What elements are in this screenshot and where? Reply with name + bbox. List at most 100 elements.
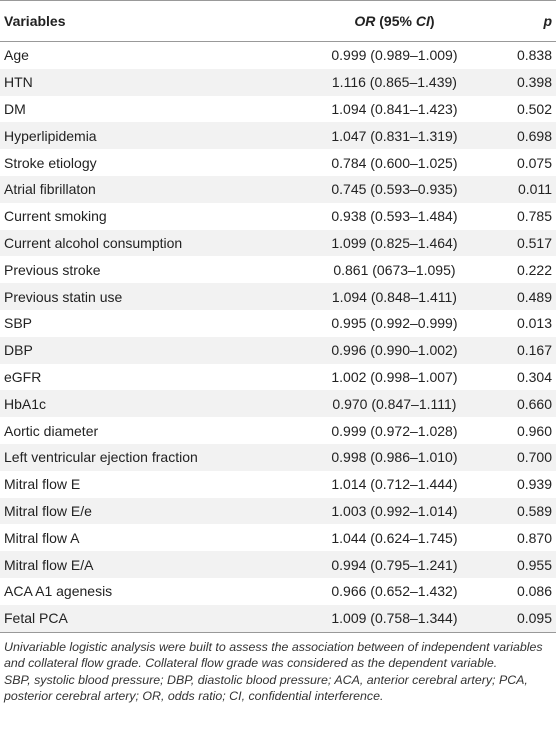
header-cell: Variables (0, 0, 297, 42)
table-cell: 0.998 (0.986–1.010) (296, 443, 493, 471)
table-row: HTN 1.116 (0.865–1.439) 0.398 (0, 68, 556, 96)
header-text: (95% (375, 13, 416, 29)
header-text: ) (429, 13, 435, 29)
table-cell: 0.861 (0673–1.095) (333, 261, 456, 278)
table-cell: 0.167 (492, 336, 556, 364)
table-row: SBP 0.995 (0.992–0.999) 0.013 (0, 310, 556, 337)
table-cell: Hyperlipidemia (0, 122, 297, 150)
table-row: DBP 0.996 (0.990–1.002) 0.167 (0, 336, 556, 364)
table-row: Fetal PCA 1.009 (0.758–1.344) 0.095 (0, 604, 556, 633)
table-cell: HTN (0, 68, 297, 96)
table-cell: 0.095 (492, 604, 556, 633)
table-cell: 1.003 (0.992–1.014) (296, 497, 493, 525)
table-header: Variables OR (95% CI) p (0, 0, 556, 42)
table-row: Hyperlipidemia 1.047 (0.831–1.319) 0.698 (0, 122, 556, 150)
table-cell: 0.745 (0.593–0.935) (296, 175, 493, 203)
table-cell: Current smoking (4, 208, 107, 225)
table-cell: Mitral flow E (4, 476, 81, 493)
table-cell: 0.966 (0.652–1.432) (331, 583, 458, 600)
table-cell: 0.938 (0.593–1.484) (331, 208, 458, 225)
table-cell: Mitral flow A (4, 529, 80, 546)
table-cell: Mitral flow E/e (0, 497, 297, 525)
table-cell: 1.094 (0.841–1.423) (331, 100, 458, 117)
table-cell: DBP (0, 336, 297, 364)
table-cell: 0.838 (516, 47, 552, 64)
table-cell: Previous statin use (0, 283, 297, 310)
table-row: Previous stroke 0.861 (0673–1.095) 0.222 (0, 256, 556, 283)
table-cell: 0.698 (492, 122, 556, 150)
table-row: Mitral flow A 1.044 (0.624–1.745) 0.870 (0, 524, 556, 551)
table-cell: 0.999 (0.989–1.009) (331, 47, 458, 64)
table-cell: 1.002 (0.998–1.007) (331, 368, 458, 385)
table-cell: 0.398 (492, 68, 556, 96)
table-row: Current smoking 0.938 (0.593–1.484) 0.785 (0, 203, 556, 230)
table-cell: 0.222 (516, 261, 552, 278)
table-cell: 1.044 (0.624–1.745) (331, 529, 458, 546)
table-row: ACA A1 agenesis 0.966 (0.652–1.432) 0.086 (0, 578, 556, 605)
table-row: HbA1c 0.970 (0.847–1.111) 0.660 (0, 390, 556, 418)
table-cell: 0.011 (492, 175, 556, 203)
table: Variables OR (95% CI) p Age 0.999 (0.989–1.… (0, 0, 556, 633)
table-cell: 0.960 (516, 422, 552, 439)
table-cell: Stroke etiology (4, 154, 97, 171)
table-row: Age 0.999 (0.989–1.009) 0.838 (0, 42, 556, 69)
table-cell: 1.009 (0.758–1.344) (296, 604, 493, 633)
table-cell: HbA1c (0, 390, 297, 418)
table-cell: 0.870 (516, 529, 552, 546)
table-cell: 0.086 (516, 583, 552, 600)
table-cell: 1.047 (0.831–1.319) (296, 122, 493, 150)
table-cell: Atrial fibrillaton (0, 175, 297, 203)
table-cell: DM (4, 100, 26, 117)
table-cell: Age (4, 47, 29, 64)
table-cell: 0.784 (0.600–1.025) (331, 154, 458, 171)
table-cell: 0.700 (492, 443, 556, 471)
table-row: Aortic diameter 0.999 (0.972–1.028) 0.960 (0, 417, 556, 444)
table-cell: 0.939 (516, 476, 552, 493)
table-cell: 0.660 (492, 390, 556, 418)
table-cell: SBP (4, 315, 33, 332)
table-cell: 0.999 (0.972–1.028) (331, 422, 458, 439)
table-cell: Fetal PCA (0, 604, 297, 633)
table-body: Age 0.999 (0.989–1.009) 0.838 HTN 1.116 (0.8… (0, 42, 556, 633)
table-cell: eGFR (4, 368, 42, 385)
table-cell: 0.013 (516, 315, 552, 332)
table-row: Previous statin use 1.094 (0.848–1.411) 0.… (0, 283, 556, 310)
table-cell: Aortic diameter (4, 422, 99, 439)
table-cell: 0.502 (516, 100, 552, 117)
table-cell: 0.785 (516, 208, 552, 225)
table-cell: Previous stroke (4, 261, 101, 278)
table-row: Stroke etiology 0.784 (0.600–1.025) 0.075 (0, 149, 556, 176)
table-cell: 0.517 (492, 229, 556, 257)
table-row: DM 1.094 (0.841–1.423) 0.502 (0, 96, 556, 123)
footnote: Univariable logistic analysis were built… (4, 639, 543, 671)
table-row: Atrial fibrillaton 0.745 (0.593–0.935) 0.0… (0, 175, 556, 203)
table-cell: 0.995 (0.992–0.999) (331, 315, 458, 332)
header-row: Variables OR (95% CI) p (0, 0, 556, 42)
header-text: CI (415, 13, 430, 29)
footnote: SBP, systolic blood pressure; DBP, diast… (4, 672, 528, 704)
footnotes: Univariable logistic analysis were built… (0, 633, 556, 705)
table-cell: 0.955 (492, 551, 556, 578)
header-text: OR (354, 13, 376, 29)
table-cell: 0.970 (0.847–1.111) (296, 390, 493, 418)
table-row: Left ventricular ejection fraction 0.998 … (0, 443, 556, 471)
table-cell: Current alcohol consumption (0, 229, 297, 257)
table-cell: 1.116 (0.865–1.439) (296, 68, 493, 96)
table-row: Mitral flow E 1.014 (0.712–1.444) 0.939 (0, 471, 556, 498)
table-cell: Mitral flow E/A (0, 551, 297, 578)
table-row: Mitral flow E/A 0.994 (0.795–1.241) 0.955 (0, 551, 556, 578)
table-cell: 1.099 (0.825–1.464) (296, 229, 493, 257)
table-row: eGFR 1.002 (0.998–1.007) 0.304 (0, 364, 556, 391)
table-cell: 0.994 (0.795–1.241) (296, 551, 493, 578)
table-cell: 0.075 (516, 154, 552, 171)
table-cell: ACA A1 agenesis (4, 583, 113, 600)
table-cell: 0.996 (0.990–1.002) (296, 336, 493, 364)
table-cell: 1.014 (0.712–1.444) (331, 476, 458, 493)
table-cell: 0.304 (516, 368, 552, 385)
table-row: Current alcohol consumption 1.099 (0.825–… (0, 229, 556, 257)
table-row: Mitral flow E/e 1.003 (0.992–1.014) 0.589 (0, 497, 556, 525)
table-cell: 1.094 (0.848–1.411) (296, 283, 493, 310)
table-cell: 0.489 (492, 283, 556, 310)
header-cell: OR (95% CI) (296, 0, 493, 42)
